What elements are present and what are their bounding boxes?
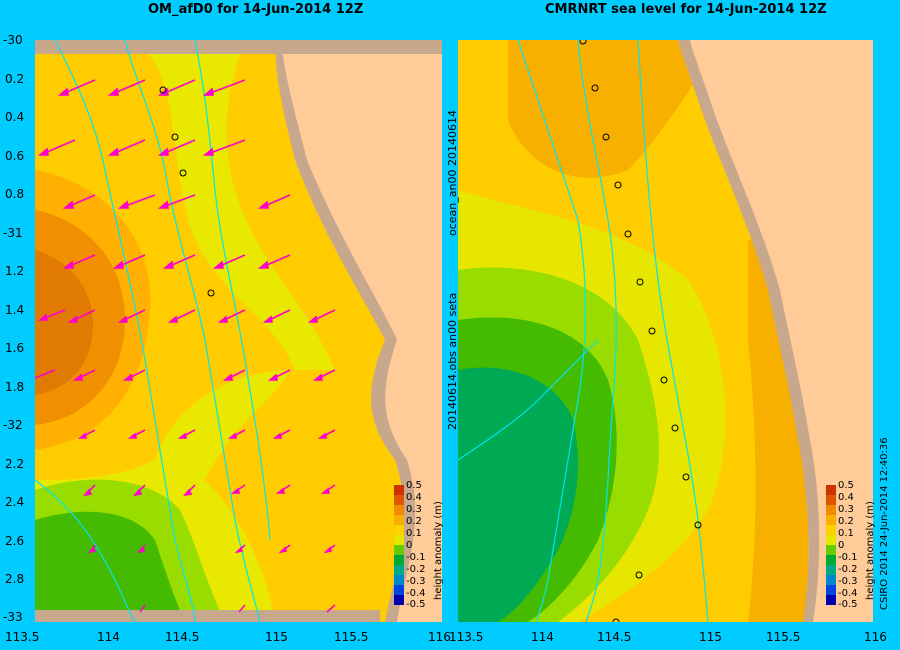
left-bathy-contour-3 (194, 40, 271, 541)
cb-tick: -0.1 (838, 552, 858, 563)
x-tick: 114 (97, 630, 120, 644)
y-tick: -30 (3, 33, 23, 47)
cb-tick: -0.4 (838, 588, 858, 599)
cb-tick: 0.2 (838, 516, 854, 527)
x-tick: 114.5 (597, 630, 632, 644)
cb-tick: -0.2 (838, 564, 858, 575)
right-side-label-top: ocean_an00 20140614 (446, 110, 459, 236)
x-tick: 113.5 (5, 630, 40, 644)
y-tick: -31 (3, 226, 23, 240)
cb-tick: -0.2 (406, 564, 426, 575)
left-green-zone-deep (35, 511, 185, 622)
cb-tick: 0.3 (406, 504, 422, 515)
right-warm-region (508, 40, 718, 178)
x-tick: 116 (864, 630, 887, 644)
cb-tick: -0.1 (406, 552, 426, 563)
cb-tick: -0.4 (406, 588, 426, 599)
left-colorbar-swatches (394, 485, 404, 605)
cb-tick: 0.5 (406, 480, 422, 491)
cb-tick: 0 (406, 540, 413, 551)
left-obs-stations (159, 86, 215, 297)
y-tick: 2.8 (5, 572, 25, 586)
right-map-title: CMRNRT sea level for 14-Jun-2014 12Z (545, 2, 827, 17)
cb-tick: 0.5 (838, 480, 854, 491)
cb-tick: 0.4 (406, 492, 422, 503)
x-tick: 115 (699, 630, 722, 644)
right-map (458, 40, 873, 622)
left-colorbar-title: height anomaly (m) (433, 501, 444, 600)
y-tick: 1.4 (5, 303, 25, 317)
y-tick: 1.8 (5, 380, 25, 394)
cb-tick: 0.1 (406, 528, 422, 539)
x-tick: 114.5 (165, 630, 200, 644)
right-bathy-contour-2 (577, 40, 617, 622)
x-tick: 113.5 (449, 630, 484, 644)
right-teal-core (458, 367, 578, 622)
right-bathy-contour-4 (458, 339, 599, 461)
left-velocity-arrows (35, 79, 336, 613)
cb-tick: -0.3 (406, 576, 426, 587)
x-tick: 115.5 (334, 630, 369, 644)
y-tick: 0.8 (5, 187, 25, 201)
cb-tick: 0.4 (838, 492, 854, 503)
x-tick: 115.5 (766, 630, 801, 644)
y-tick: -32 (3, 418, 23, 432)
cb-tick: -0.5 (406, 599, 426, 610)
left-map-title: OM_afD0 for 14-Jun-2014 12Z (148, 2, 364, 17)
cb-tick: -0.5 (838, 599, 858, 610)
y-tick: 0.4 (5, 110, 25, 124)
cb-tick: 0 (838, 540, 845, 551)
y-tick: -33 (3, 610, 23, 624)
cb-tick: -0.3 (838, 576, 858, 587)
right-colorbar-swatches (826, 485, 836, 605)
left-warm-eddy-center (35, 250, 94, 395)
y-tick: 2.6 (5, 534, 25, 548)
right-land (690, 40, 873, 622)
right-colorbar-title: height anomaly (m) (865, 501, 876, 600)
left-bathy-contour-4 (35, 479, 136, 622)
left-land (281, 40, 442, 622)
left-map (35, 40, 442, 622)
copyright-label: CSIRO 2014 24-Jun-2014 12:40:36 (879, 437, 890, 610)
y-tick: 2.2 (5, 457, 25, 471)
left-bathy-contour-1 (54, 40, 196, 622)
x-tick: 114 (531, 630, 554, 644)
cb-tick: 0.3 (838, 504, 854, 515)
y-tick: 1.2 (5, 264, 25, 278)
right-bathy-contour-1 (517, 40, 587, 622)
right-bathy-contour-3 (637, 40, 709, 622)
y-tick: 2.4 (5, 495, 25, 509)
cb-tick: 0.1 (838, 528, 854, 539)
cb-tick: 0.2 (406, 516, 422, 527)
right-side-label-bottom: 20140614.obs an00 seta (446, 292, 459, 430)
left-cool-tongue (35, 40, 335, 622)
y-tick: 0.2 (5, 72, 25, 86)
y-tick: 0.6 (5, 149, 25, 163)
y-tick: 1.6 (5, 341, 25, 355)
right-obs-stations (579, 40, 702, 622)
x-tick: 116 (428, 630, 451, 644)
x-tick: 115 (265, 630, 288, 644)
